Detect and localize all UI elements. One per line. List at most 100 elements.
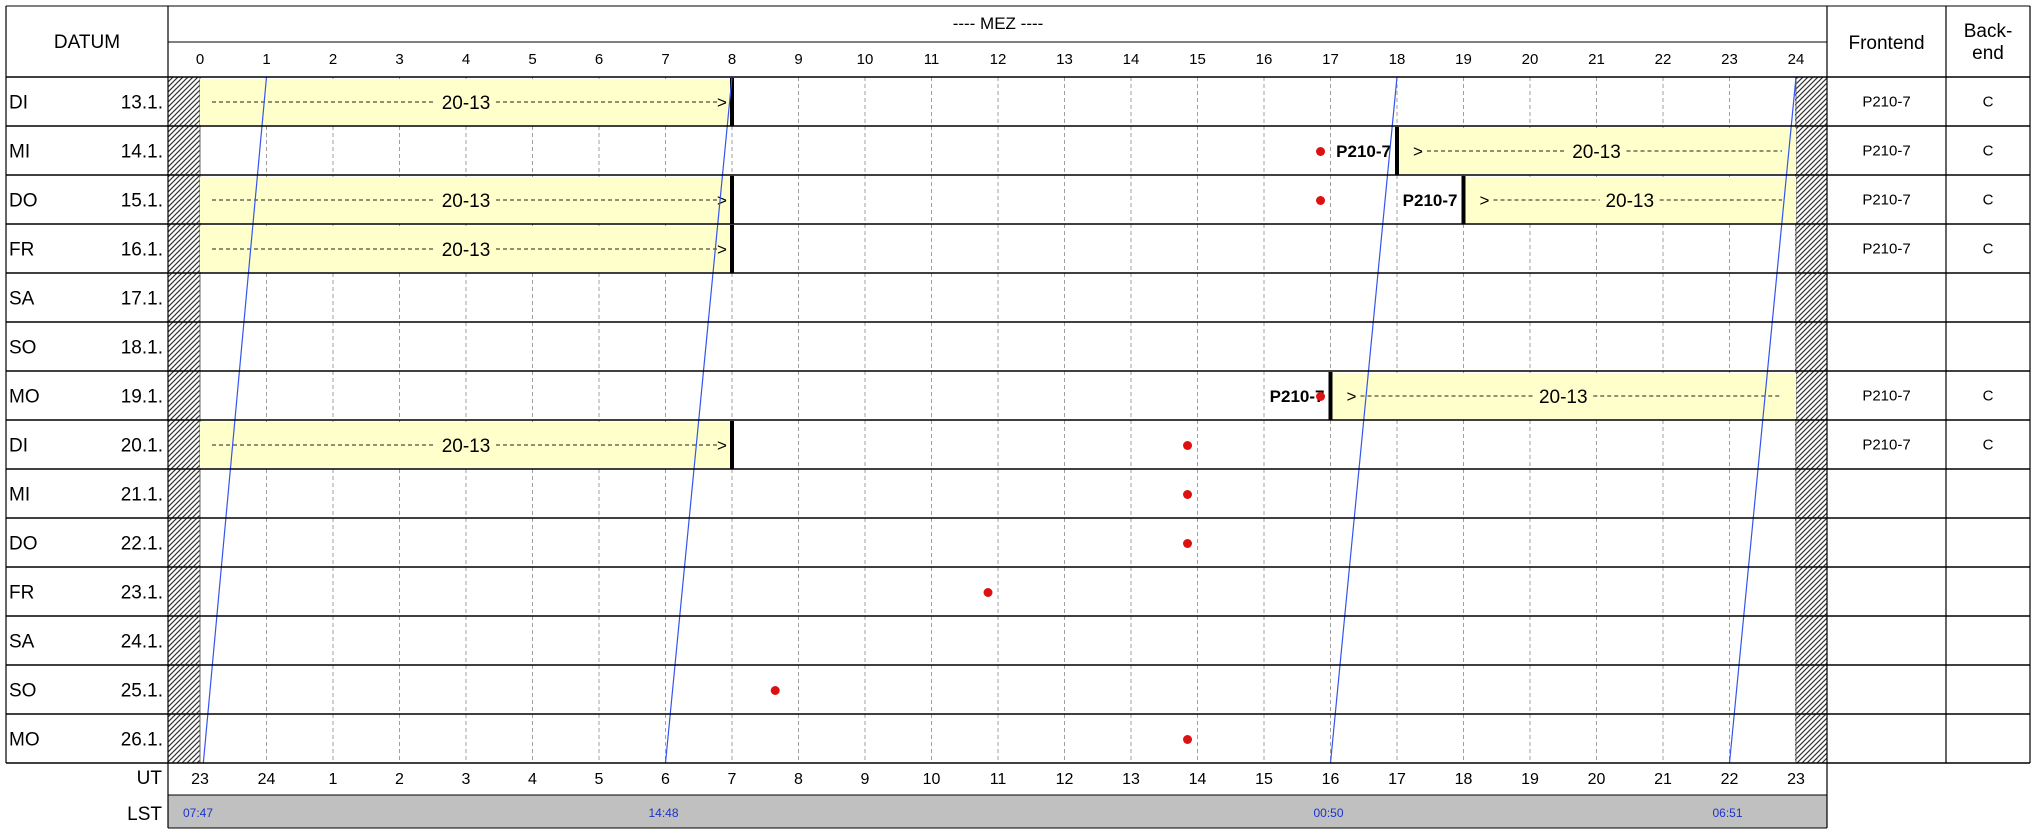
date-label: 18.1. (121, 338, 163, 359)
mez-hour-label: 23 (1721, 51, 1738, 68)
backend-value: C (1983, 94, 1994, 111)
weekday-label: DO (9, 191, 38, 212)
block-arrow-start: > (1413, 142, 1423, 161)
lst-time-label: 00:50 (1313, 806, 1343, 820)
observation-block[interactable]: >20-13 (200, 421, 734, 469)
block-start-tag: P210-7 (1403, 191, 1458, 210)
weekday-label: MI (9, 485, 30, 506)
block-arrow-start: > (1347, 387, 1357, 406)
moon-dot (770, 686, 780, 695)
ut-hour-label: 2 (395, 771, 404, 788)
mez-hour-label: 6 (595, 51, 603, 68)
block-start-tag: P210-7 (1336, 142, 1391, 161)
ut-hour-label: 7 (728, 771, 737, 788)
mez-hour-label: 15 (1189, 51, 1206, 68)
mez-header: ---- MEZ ---- (953, 14, 1044, 33)
backend-value: C (1983, 192, 1994, 209)
observation-block[interactable]: >20-13 (200, 78, 734, 126)
frontend-value: P210-7 (1862, 143, 1910, 160)
mez-hour-label: 9 (794, 51, 802, 68)
block-label: 20-13 (1572, 142, 1621, 163)
block-arrow-end: > (717, 436, 727, 455)
ut-hour-label: 12 (1056, 771, 1074, 788)
ut-hour-label: 8 (794, 771, 803, 788)
date-label: 14.1. (121, 142, 163, 163)
mez-hour-label: 22 (1655, 51, 1672, 68)
moon-dot (1183, 441, 1193, 450)
date-label: 22.1. (121, 534, 163, 555)
lst-time-label: 06:51 (1712, 806, 1742, 820)
moon-dot (1183, 539, 1193, 548)
block-label: 20-13 (442, 93, 491, 114)
frontend-value: P210-7 (1862, 437, 1910, 454)
weekday-label: MO (9, 387, 40, 408)
ut-hour-label: 20 (1588, 771, 1606, 788)
weekday-label: DI (9, 93, 28, 114)
moon-dot (1316, 392, 1326, 401)
mez-hour-label: 11 (924, 51, 940, 68)
ut-hour-label: 9 (861, 771, 870, 788)
mez-hour-label: 3 (395, 51, 403, 68)
ut-hour-label: 10 (923, 771, 941, 788)
block-label: 20-13 (1539, 387, 1588, 408)
date-label: 23.1. (121, 583, 163, 604)
block-end-marker (730, 225, 734, 273)
observation-block[interactable]: >20-13 (200, 225, 734, 273)
datum-header: DATUM (54, 32, 120, 53)
mez-hour-label: 5 (528, 51, 536, 68)
ut-hour-label: 21 (1654, 771, 1672, 788)
mez-hour-label: 0 (196, 51, 204, 68)
weekday-label: SA (9, 289, 35, 310)
ut-hour-label: 11 (990, 771, 1007, 788)
mez-hour-label: 17 (1322, 51, 1339, 68)
ut-hour-label: 3 (462, 771, 471, 788)
mez-hour-label: 12 (990, 51, 1007, 68)
block-arrow-end: > (717, 191, 727, 210)
block-label: 20-13 (1605, 191, 1654, 212)
moon-dot (1316, 147, 1326, 156)
ut-hour-label: 24 (258, 771, 276, 788)
frontend-value: P210-7 (1862, 192, 1910, 209)
lst-band (168, 795, 1827, 828)
ut-hour-label: 19 (1521, 771, 1539, 788)
backend-header: end (1972, 43, 2004, 64)
moon-dot (1183, 490, 1193, 499)
weekday-label: FR (9, 240, 34, 261)
mez-hour-label: 24 (1788, 51, 1805, 68)
block-start-marker (1461, 176, 1466, 224)
backend-value: C (1983, 241, 1994, 258)
ut-hour-label: 5 (595, 771, 604, 788)
weekday-label: SA (9, 632, 35, 653)
frontend-value: P210-7 (1862, 94, 1910, 111)
date-label: 17.1. (121, 289, 163, 310)
weekday-label: MO (9, 730, 40, 751)
date-label: 20.1. (121, 436, 163, 457)
weekday-label: MI (9, 142, 30, 163)
lst-label: LST (127, 804, 162, 825)
mez-hour-label: 13 (1056, 51, 1073, 68)
block-start-marker (1328, 372, 1333, 420)
mez-hour-label: 4 (462, 51, 470, 68)
observation-block[interactable]: > P210-7 20-13 (1270, 372, 1796, 420)
moon-dot (1316, 196, 1326, 205)
observation-block[interactable]: >20-13 (200, 176, 734, 224)
block-arrow-end: > (717, 240, 727, 259)
ut-hour-label: 15 (1255, 771, 1273, 788)
date-label: 16.1. (121, 240, 163, 261)
weekday-label: SO (9, 681, 36, 702)
ut-hour-label: 13 (1122, 771, 1140, 788)
mez-hour-label: 10 (857, 51, 874, 68)
weekday-label: DI (9, 436, 28, 457)
observation-block[interactable]: > P210-7 20-13 (1336, 127, 1796, 175)
date-label: 13.1. (121, 93, 163, 114)
ut-label: UT (137, 768, 163, 789)
backend-value: C (1983, 143, 1994, 160)
ut-hour-label: 23 (1787, 771, 1805, 788)
observation-block[interactable]: > P210-7 20-13 (1403, 176, 1796, 224)
mez-hour-label: 8 (728, 51, 736, 68)
mez-hour-label: 2 (329, 51, 337, 68)
block-end-marker (730, 176, 734, 224)
backend-value: C (1983, 388, 1994, 405)
mez-hour-label: 19 (1455, 51, 1472, 68)
